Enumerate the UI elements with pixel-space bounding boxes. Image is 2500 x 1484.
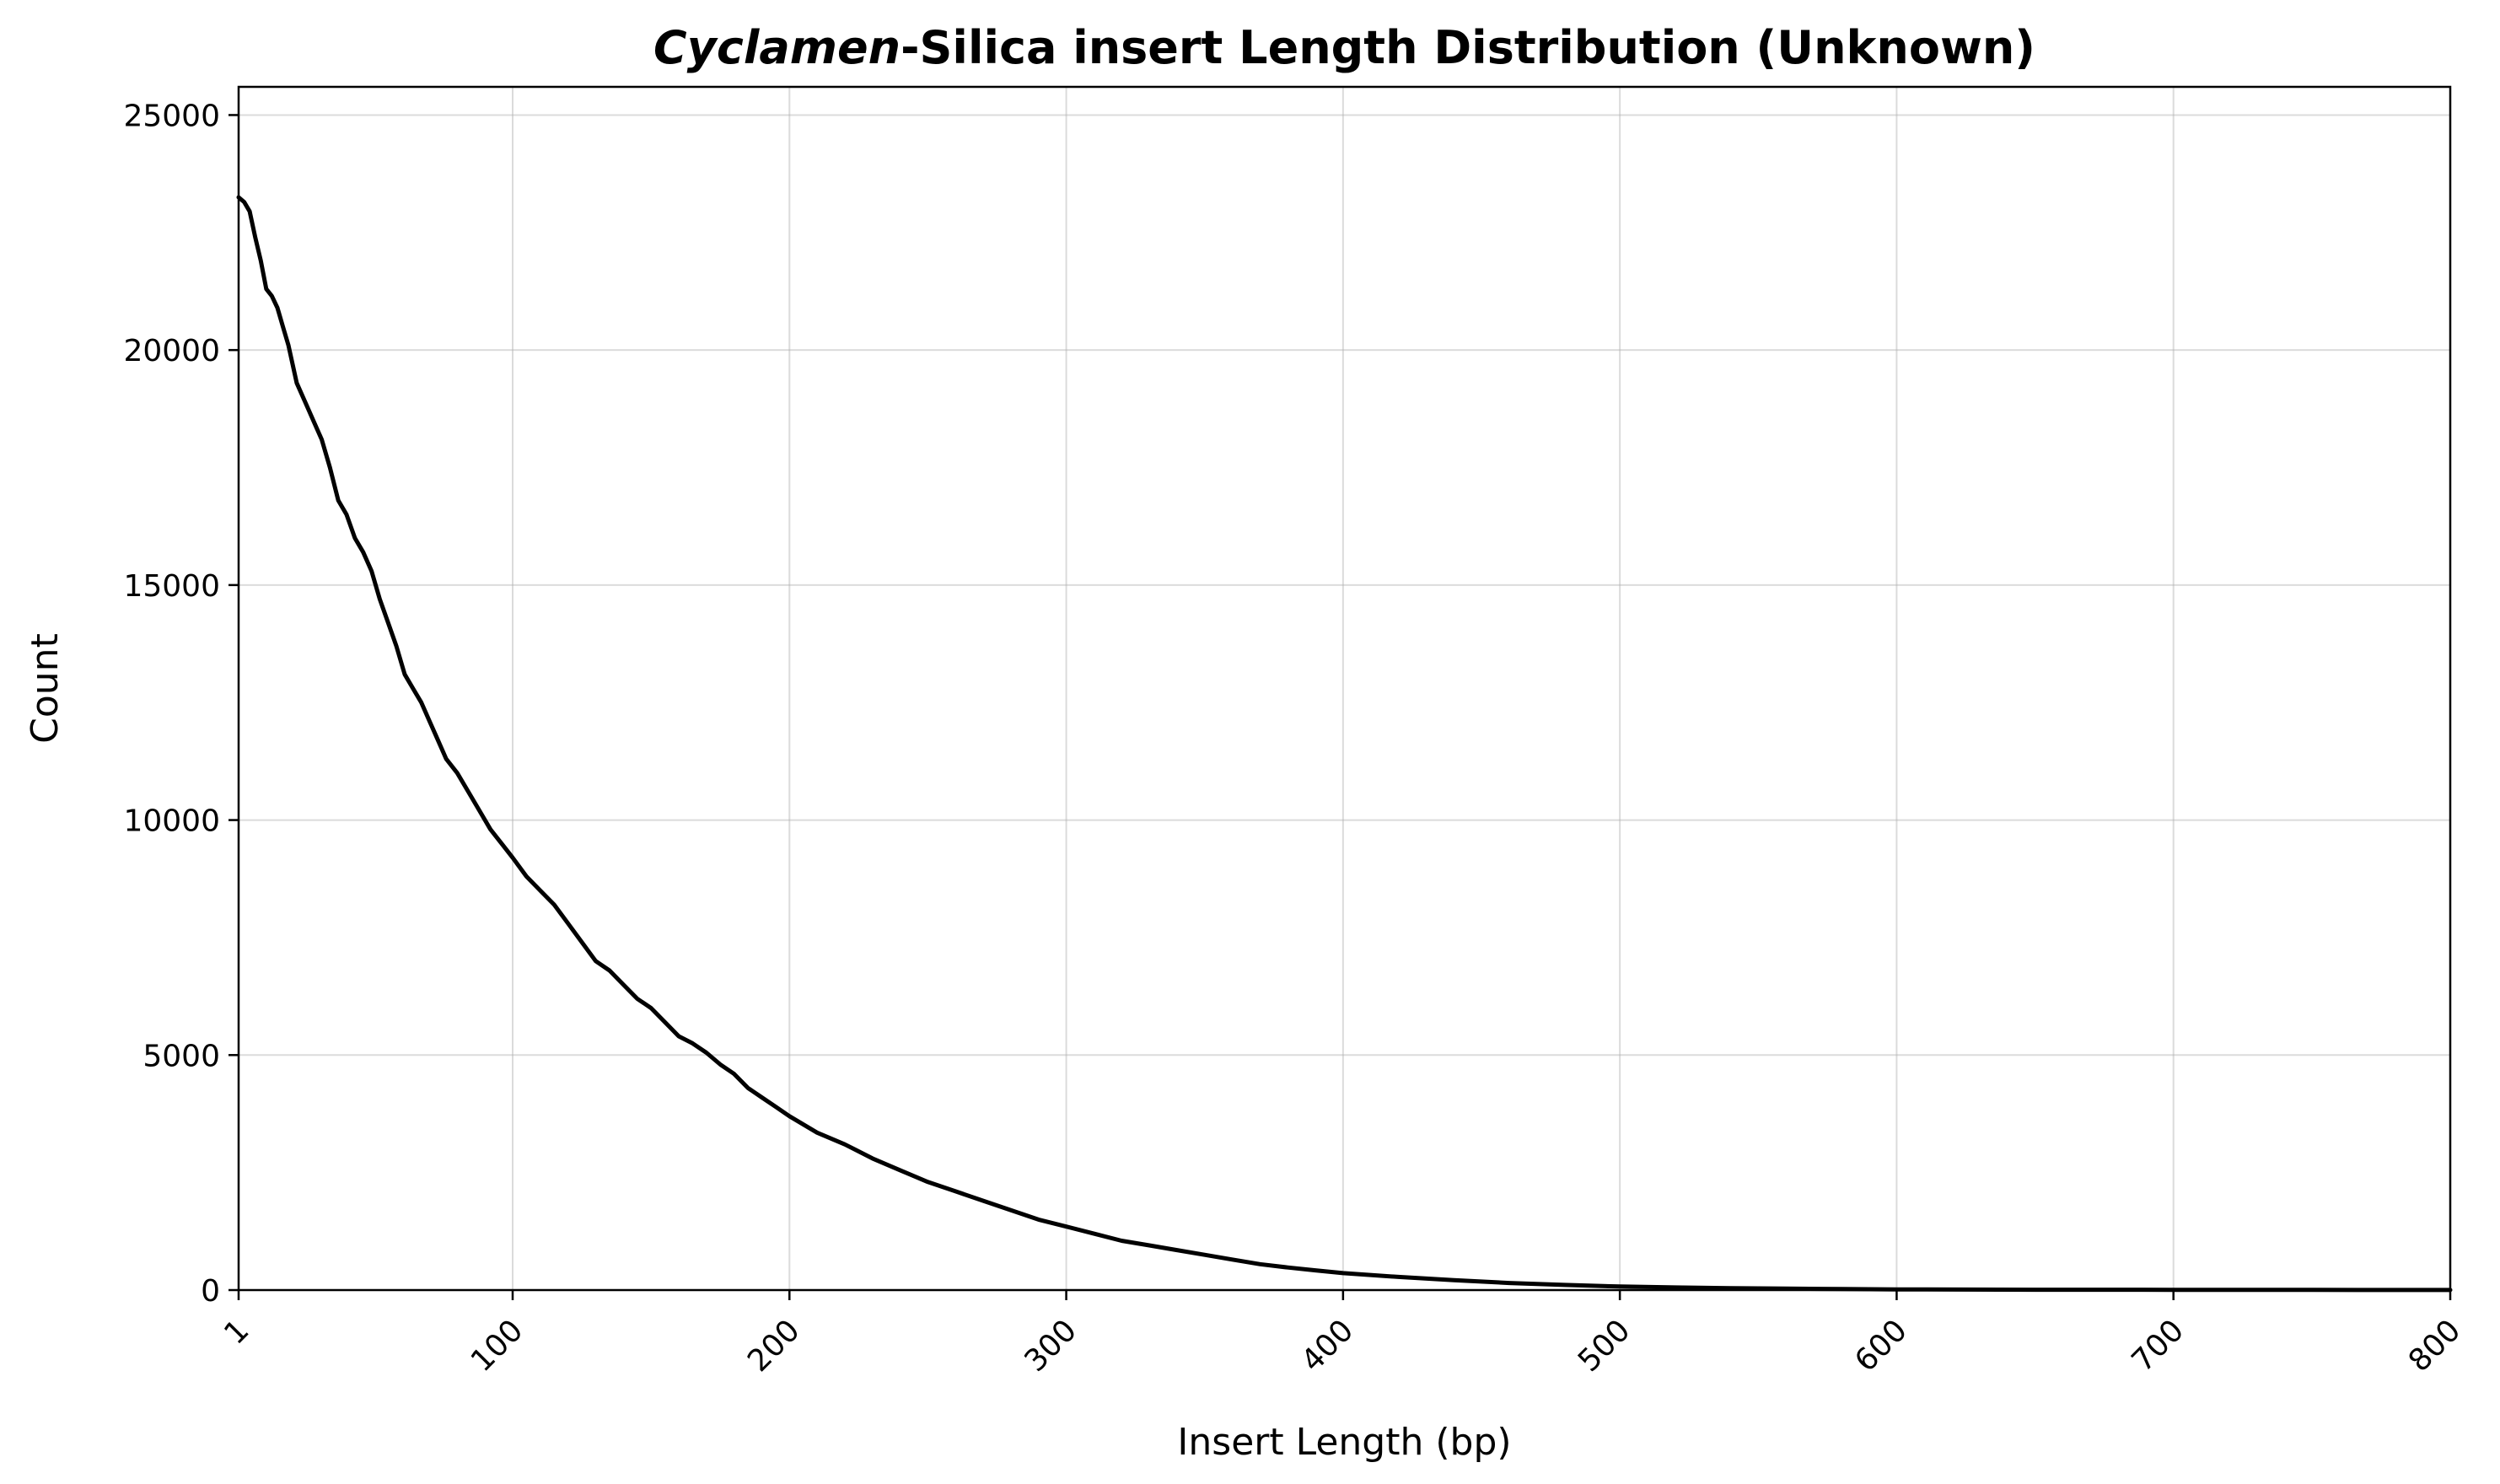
y-tick-label: 25000 <box>123 99 220 133</box>
grid <box>238 87 2451 1291</box>
y-tick-label: 10000 <box>123 804 220 839</box>
y-tick-label: 0 <box>201 1274 220 1309</box>
chart-title-italic: Cyclamen <box>653 21 901 74</box>
series-layer <box>236 195 2453 1293</box>
x-tick-label: 200 <box>741 1313 807 1379</box>
chart-title-rest: -Silica insert Length Distribution (Unkn… <box>901 21 2035 74</box>
x-tick-label: 600 <box>1848 1313 1914 1379</box>
y-tick-label: 15000 <box>123 569 220 604</box>
ticks: 1 100 200 300 400 500 600 700 800 0 5000 10000 15000… <box>123 99 2467 1379</box>
y-tick-label: 5000 <box>142 1039 220 1073</box>
x-tick-label: 100 <box>465 1313 530 1379</box>
series-line <box>236 195 2453 1293</box>
x-tick-label: 700 <box>2126 1313 2191 1379</box>
x-tick-label: 800 <box>2402 1313 2468 1379</box>
x-tick-label: 1 <box>218 1313 255 1351</box>
chart-title: Cyclamen-Silica insert Length Distributi… <box>653 21 2035 74</box>
x-tick-label: 300 <box>1018 1313 1083 1379</box>
y-tick-label: 20000 <box>123 334 220 368</box>
x-tick-label: 400 <box>1295 1313 1361 1379</box>
plot-frame <box>237 85 2452 1292</box>
x-axis-label: Insert Length (bp) <box>1177 1421 1511 1464</box>
x-tick-label: 500 <box>1572 1313 1637 1379</box>
y-axis-label: Count <box>24 633 67 744</box>
